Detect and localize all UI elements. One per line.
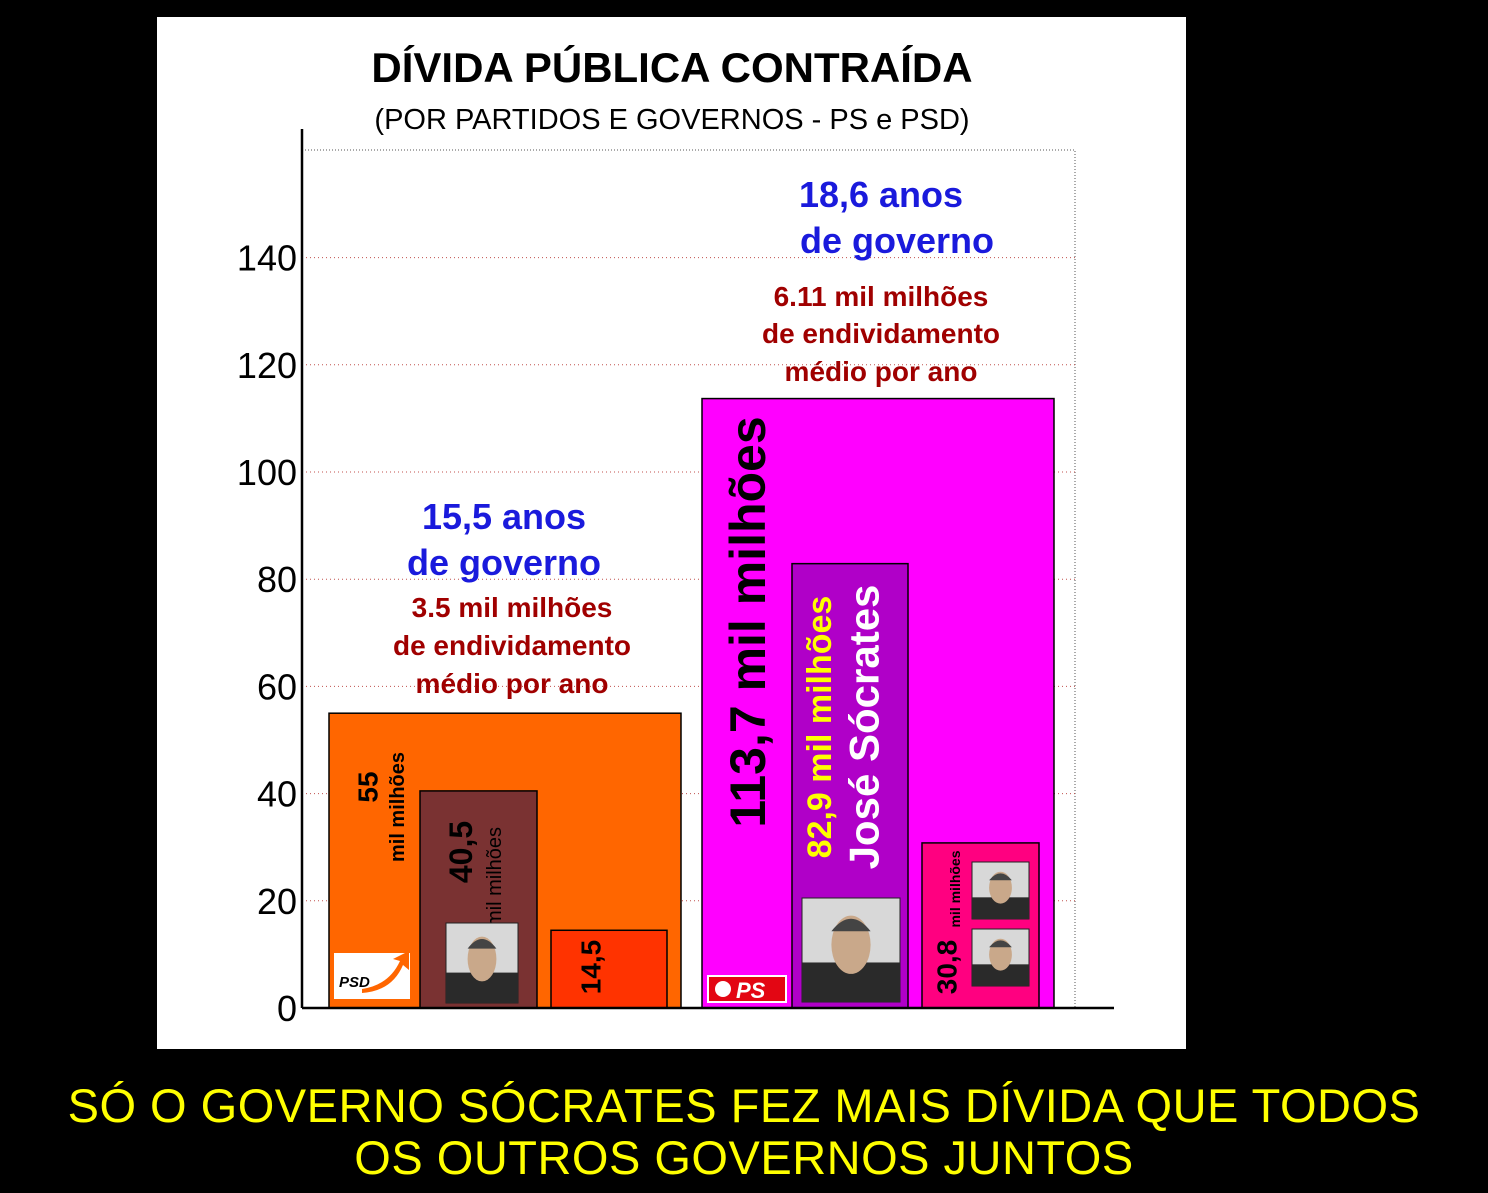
ps-portrait-top-hair [989,873,1012,881]
y-tick-label: 40 [257,774,297,815]
ps-portrait-socrates-hair [831,918,871,932]
label-ps-socrates-name: José Sócrates [841,585,888,870]
ps-portrait-bottom-hair [989,940,1012,948]
ps-portrait-bottom-body [972,964,1029,986]
ps-avg-line2: de endividamento [762,318,1000,349]
bar-psd-other [550,929,668,1009]
ps-portrait-top-body [972,897,1029,919]
chart-title: DÍVIDA PÚBLICA CONTRAÍDA [371,43,972,91]
psd-avg-line3: médio por ano [416,668,609,699]
psd-portrait-hair [467,939,497,949]
label-psd-other: 14,5 [576,940,607,995]
y-tick-label: 60 [257,666,297,707]
ps-avg-line1: 6.11 mil milhões [774,281,989,312]
label-psd-total: 55 [353,771,384,802]
label-ps-other: 30,8 [932,940,963,995]
psd-avg-line1: 3.5 mil milhões [412,592,613,623]
footer-line-2: OS OUTROS GOVERNOS JUNTOS [354,1131,1134,1184]
ps-logo-rose-icon [715,981,731,997]
ps-years-line1: 18,6 anos [799,174,963,215]
label-psd-cavaco-unit: mil milhões [484,827,506,927]
y-tick-label: 120 [237,345,297,386]
label-psd-cavaco: 40,5 [443,821,479,883]
ps-logo-text: PS [736,978,766,1003]
psd-logo-arrow [362,951,409,993]
label-ps-socrates-value: 82,9 mil milhões [801,596,839,859]
y-tick-label: 100 [237,452,297,493]
chart-subtitle: (POR PARTIDOS E GOVERNOS - PS e PSD) [374,104,969,136]
psd-years-line1: 15,5 anos [422,496,586,537]
label-ps-other-unit: mil milhões [947,850,963,927]
y-tick-label: 80 [257,559,297,600]
ps-avg-line3: médio por ano [785,356,978,387]
label-psd-total-unit: mil milhões [387,752,409,862]
chart-svg: DÍVIDA PÚBLICA CONTRAÍDA (POR PARTIDOS E … [237,43,1114,1029]
ps-years-line2: de governo [800,220,994,261]
y-tick-label: 20 [257,881,297,922]
y-tick-label: 0 [277,988,297,1029]
y-tick-label: 140 [237,238,297,279]
psd-logo-text: PSD [339,974,370,991]
psd-years-line2: de governo [407,542,601,583]
chart-panel: DÍVIDA PÚBLICA CONTRAÍDA (POR PARTIDOS E … [157,17,1186,1049]
label-ps-total: 113,7 mil milhões [720,416,776,827]
footer-line-1: SÓ O GOVERNO SÓCRATES FEZ MAIS DÍVIDA QU… [67,1079,1421,1132]
psd-avg-line2: de endividamento [393,630,631,661]
